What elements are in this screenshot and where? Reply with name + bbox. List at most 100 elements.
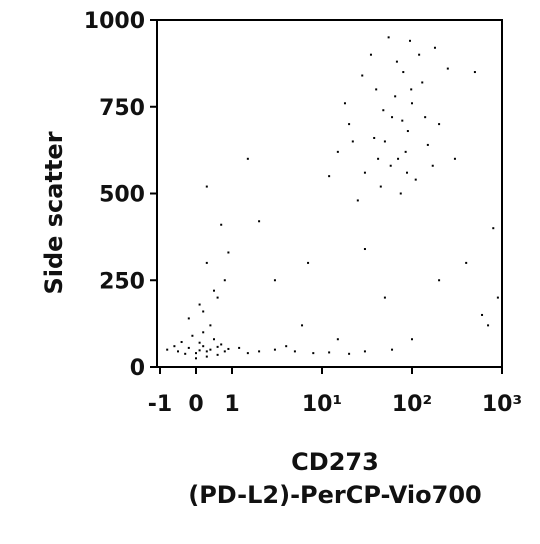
- dot: [246, 352, 249, 355]
- dot: [414, 178, 417, 181]
- dot: [202, 345, 205, 348]
- dot: [336, 150, 339, 153]
- dot: [389, 164, 392, 167]
- y-tick-label: 0: [130, 356, 145, 381]
- dot: [348, 352, 351, 355]
- dot: [195, 357, 197, 360]
- dot: [391, 348, 394, 351]
- dot: [213, 338, 215, 341]
- dot: [216, 353, 219, 356]
- dot: [356, 199, 359, 202]
- dot: [180, 341, 183, 344]
- x-tick-label: 10²: [392, 392, 432, 417]
- dot: [307, 261, 310, 264]
- x-tick-label: -1: [148, 392, 172, 417]
- dot: [209, 324, 212, 327]
- dot: [205, 355, 208, 358]
- dot: [209, 348, 212, 351]
- dot: [397, 157, 400, 160]
- dot: [198, 341, 201, 344]
- dot: [492, 227, 495, 230]
- dot: [402, 71, 405, 74]
- dot: [227, 347, 230, 350]
- dot: [351, 140, 354, 143]
- dot: [187, 346, 190, 349]
- dot: [375, 88, 378, 91]
- dot: [387, 36, 390, 39]
- dot: [391, 116, 394, 119]
- dot: [328, 351, 331, 354]
- dot: [336, 338, 339, 341]
- dot: [187, 317, 190, 320]
- dot: [438, 279, 441, 282]
- dot: [383, 140, 386, 143]
- dot: [406, 130, 409, 133]
- dot: [421, 81, 424, 84]
- dot: [195, 352, 197, 355]
- dot: [227, 251, 230, 254]
- y-axis-label: Side scatter: [40, 131, 68, 294]
- dot: [363, 350, 366, 353]
- dot: [487, 324, 490, 327]
- dot: [399, 192, 402, 195]
- dot: [438, 123, 441, 126]
- dot: [481, 313, 484, 316]
- dot: [293, 350, 296, 353]
- dot: [258, 350, 261, 353]
- dot: [220, 343, 223, 346]
- dot: [453, 157, 456, 160]
- dot: [408, 39, 411, 42]
- dot: [285, 345, 288, 348]
- y-tick-label: 250: [99, 269, 145, 294]
- y-tick-label: 500: [99, 183, 145, 208]
- dot: [473, 71, 476, 74]
- dot: [465, 261, 468, 264]
- y-tick-label: 1000: [84, 9, 145, 34]
- dot: [205, 261, 208, 264]
- dot: [205, 350, 208, 353]
- dot: [301, 324, 304, 327]
- dot: [383, 296, 386, 299]
- dot: [312, 352, 315, 355]
- dot: [202, 331, 205, 334]
- x-tick-label: 1: [224, 392, 239, 417]
- dot: [191, 334, 194, 337]
- dot: [369, 53, 372, 56]
- dot: [198, 303, 201, 306]
- dot: [238, 346, 241, 349]
- dot: [363, 248, 366, 251]
- dot: [433, 46, 436, 49]
- dot: [246, 157, 249, 160]
- dot: [446, 67, 449, 70]
- dot: [410, 88, 413, 91]
- dot: [426, 143, 429, 146]
- dot: [401, 119, 404, 122]
- dot: [361, 74, 364, 77]
- dot: [223, 350, 226, 353]
- dot: [418, 53, 421, 56]
- dot: [343, 102, 346, 105]
- dot: [184, 352, 187, 355]
- dot: [404, 150, 407, 153]
- dot: [202, 310, 205, 313]
- dot: [220, 223, 223, 226]
- dot: [406, 171, 409, 174]
- dot: [424, 116, 427, 119]
- dot: [379, 185, 382, 188]
- dot: [198, 349, 201, 352]
- dot: [348, 123, 351, 126]
- dot: [363, 171, 366, 174]
- x-axis-label: (PD-L2)-PerCP-Vio700: [188, 481, 481, 509]
- dot: [411, 102, 413, 105]
- dot: [205, 185, 208, 188]
- dot: [258, 220, 261, 223]
- dot: [394, 95, 397, 98]
- dot: [411, 338, 413, 341]
- dot: [328, 175, 331, 178]
- x-tick-label: 10¹: [302, 392, 342, 417]
- dot: [431, 164, 434, 167]
- dot: [382, 109, 385, 112]
- dot: [273, 279, 276, 282]
- dot: [273, 348, 276, 351]
